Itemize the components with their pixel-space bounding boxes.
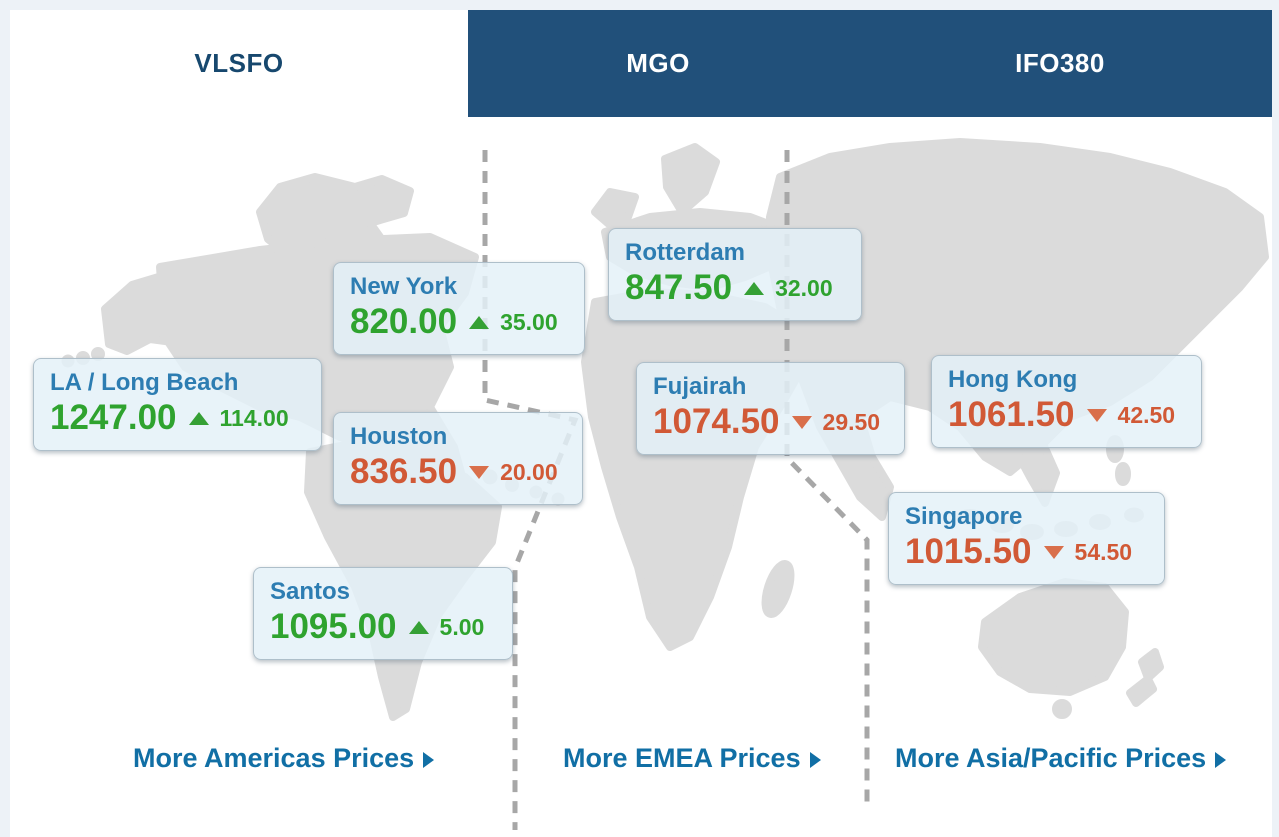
port-price: 1015.50 [905, 532, 1032, 571]
port-name: Singapore [905, 503, 1023, 530]
price-card-singapore[interactable]: Singapore 1015.50 54.50 [888, 492, 1165, 585]
chevron-right-icon [423, 752, 435, 768]
bunker-prices-widget: VLSFO MGO IFO380 [10, 10, 1272, 837]
change-direction-icon [744, 281, 765, 295]
world-map-area: New York 820.00 35.00 Rotterdam 847.50 3… [10, 117, 1272, 837]
port-name: Fujairah [653, 373, 747, 400]
port-price-change: 20.00 [500, 458, 558, 485]
tab-ifo380[interactable]: IFO380 [848, 10, 1272, 117]
port-price: 836.50 [350, 452, 458, 491]
chevron-right-icon [1215, 752, 1227, 768]
more-link-label: More Americas Prices [133, 743, 415, 773]
port-price-change: 29.50 [822, 408, 881, 435]
change-direction-icon [469, 315, 490, 329]
change-direction-icon [469, 465, 490, 479]
tab-vlsfo[interactable]: VLSFO [10, 10, 468, 117]
more-link-label: More Asia/Pacific Prices [895, 743, 1207, 773]
price-card-santos[interactable]: Santos 1095.00 5.00 [253, 567, 513, 660]
port-price-change: 42.50 [1117, 401, 1176, 428]
port-price-change: 32.00 [775, 274, 833, 301]
more-emea-prices-link[interactable]: More EMEA Prices [563, 743, 821, 774]
price-card-houston[interactable]: Houston 836.50 20.00 [333, 412, 583, 505]
change-direction-icon [408, 620, 429, 634]
more-asia-pacific-prices-link[interactable]: More Asia/Pacific Prices [895, 743, 1227, 774]
change-direction-icon [188, 411, 209, 425]
change-direction-icon [1043, 545, 1064, 559]
price-card-rotterdam[interactable]: Rotterdam 847.50 32.00 [608, 228, 862, 321]
fuel-type-tabs: VLSFO MGO IFO380 [10, 10, 1272, 117]
more-link-label: More EMEA Prices [563, 743, 801, 773]
change-direction-icon [1086, 408, 1107, 422]
chevron-right-icon [809, 752, 821, 768]
port-name: Houston [350, 423, 448, 450]
price-card-fujairah[interactable]: Fujairah 1074.50 29.50 [636, 362, 905, 455]
price-card-la-long-beach[interactable]: LA / Long Beach 1247.00 114.00 [33, 358, 322, 451]
port-name: Santos [270, 578, 351, 605]
more-americas-prices-link[interactable]: More Americas Prices [133, 743, 435, 774]
world-map [61, 138, 1269, 830]
tab-mgo[interactable]: MGO [468, 10, 848, 117]
port-price: 820.00 [350, 302, 458, 341]
port-price: 1095.00 [270, 607, 397, 646]
port-name: Hong Kong [948, 366, 1078, 393]
price-card-new-york[interactable]: New York 820.00 35.00 [333, 262, 585, 355]
port-price: 1061.50 [948, 395, 1075, 434]
port-name: New York [350, 273, 458, 300]
change-direction-icon [791, 415, 812, 429]
port-price-change: 5.00 [439, 613, 485, 640]
port-price-change: 54.50 [1074, 538, 1133, 565]
port-price: 1074.50 [653, 402, 780, 441]
price-card-hong-kong[interactable]: Hong Kong 1061.50 42.50 [931, 355, 1202, 448]
port-name: LA / Long Beach [50, 369, 239, 396]
port-price: 847.50 [625, 268, 733, 307]
port-price-change: 114.00 [219, 404, 289, 431]
port-price: 1247.00 [50, 398, 177, 437]
port-name: Rotterdam [625, 239, 746, 266]
port-price-change: 35.00 [500, 308, 558, 335]
